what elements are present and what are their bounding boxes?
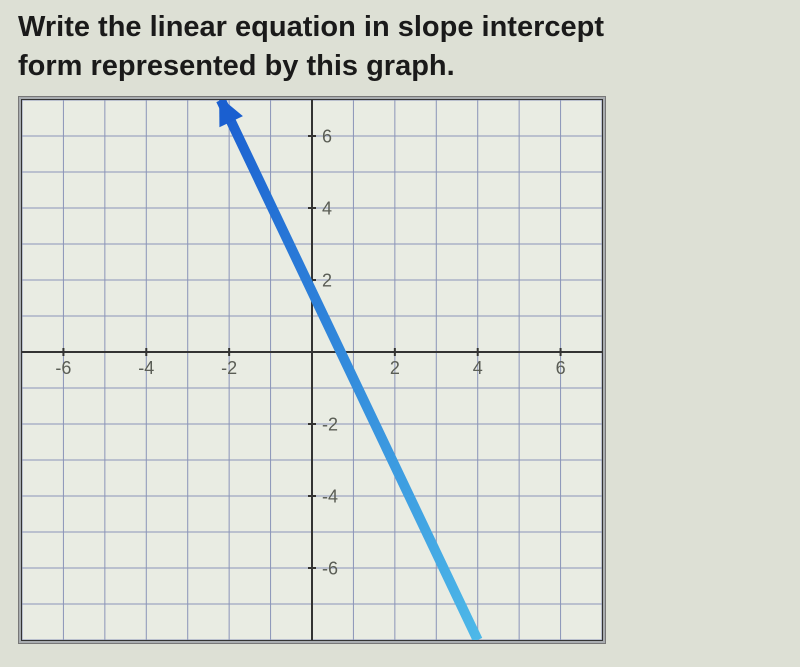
svg-text:-6: -6 [322,559,338,579]
svg-text:6: 6 [322,127,332,147]
graph-inner: -6 -4 -2 2 4 6 -6 -4 -2 2 4 6 [21,99,603,641]
worksheet-page: Write the linear equation in slope inter… [0,0,800,667]
question-prompt: Write the linear equation in slope inter… [18,8,782,86]
svg-text:4: 4 [473,358,483,378]
svg-text:6: 6 [556,358,566,378]
prompt-line-2: form represented by this graph. [18,50,455,82]
svg-text:-6: -6 [55,358,71,378]
svg-text:2: 2 [322,271,332,291]
svg-text:-2: -2 [322,415,338,435]
svg-text:-4: -4 [138,358,154,378]
svg-text:4: 4 [322,199,332,219]
coordinate-graph: -6 -4 -2 2 4 6 -6 -4 -2 2 4 6 [22,100,602,640]
svg-text:-4: -4 [322,487,338,507]
svg-text:2: 2 [390,358,400,378]
svg-text:-2: -2 [221,358,237,378]
graph-frame: -6 -4 -2 2 4 6 -6 -4 -2 2 4 6 [18,96,606,644]
prompt-line-1: Write the linear equation in slope inter… [18,11,604,43]
